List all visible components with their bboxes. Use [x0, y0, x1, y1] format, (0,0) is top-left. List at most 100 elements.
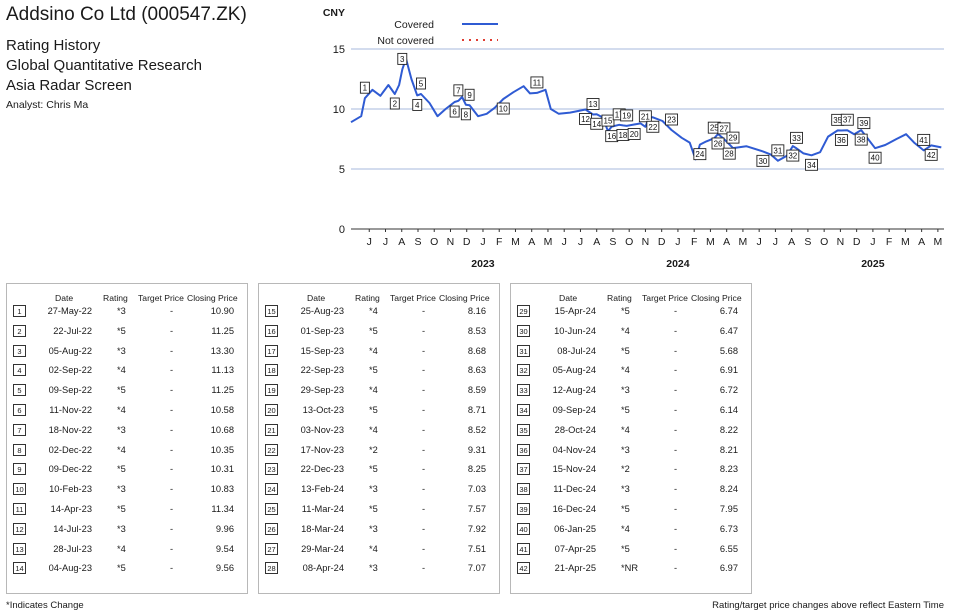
- row-marker-number: 41: [517, 542, 530, 555]
- row-rating: *5: [369, 365, 378, 376]
- row-target-price: -: [422, 345, 426, 356]
- row-target-price: -: [422, 444, 426, 455]
- rating-marker-box: [530, 76, 544, 89]
- table-row: 33 12-Aug-24 *3 - 6.72: [511, 382, 753, 402]
- row-date: 11-Nov-22: [49, 405, 92, 415]
- rating-marker-box: [464, 88, 475, 101]
- row-marker-number: 26: [265, 522, 278, 535]
- row-date: 06-Jan-25: [554, 523, 596, 534]
- row-marker-number: 11: [13, 503, 26, 515]
- row-target-price: -: [422, 365, 426, 376]
- row-date: 08-Jul-24: [557, 345, 596, 356]
- table-row: 40 06-Jan-25 *4 - 6.73: [511, 521, 753, 541]
- table-row: 11 14-Apr-23 *5 - 11.34: [7, 501, 249, 521]
- table-row: 32 05-Aug-24 *4 - 6.91: [511, 362, 753, 382]
- rating-marker-box: [857, 117, 871, 130]
- row-marker-number: 23: [265, 463, 278, 476]
- row-target-price: -: [170, 484, 174, 495]
- rating-marker-number: 13: [589, 100, 598, 109]
- x-month-label: N: [837, 236, 845, 248]
- x-month-label: D: [853, 236, 861, 248]
- row-closing-price: 8.53: [467, 325, 486, 336]
- row-marker-number: 5: [13, 384, 26, 397]
- x-month-label: M: [739, 236, 748, 248]
- row-rating: *3: [117, 306, 126, 316]
- y-tick-label-10: 10: [333, 104, 345, 116]
- row-date: 18-Mar-24: [301, 523, 344, 534]
- x-month-label: A: [528, 236, 535, 248]
- x-month-label: M: [544, 236, 553, 248]
- rating-marker-12: 12: [579, 113, 592, 125]
- rating-marker-8: 8: [460, 108, 471, 121]
- rating-marker-5: 5: [416, 77, 426, 90]
- row-rating: *3: [369, 484, 378, 495]
- row-date: 15-Nov-24: [552, 464, 596, 475]
- row-rating: *5: [621, 405, 630, 415]
- row-target-price: -: [422, 543, 426, 554]
- x-month-label: J: [578, 236, 583, 248]
- rating-marker-27: 27: [717, 122, 731, 135]
- x-month-label: O: [430, 236, 438, 248]
- row-target-price: -: [674, 405, 678, 415]
- row-date: 10-Feb-23: [49, 484, 92, 495]
- row-rating: *4: [621, 325, 630, 336]
- rating-marker-number: 35: [833, 116, 842, 125]
- row-date: 13-Oct-23: [302, 405, 344, 415]
- x-month-label: A: [788, 236, 795, 248]
- table-row: 19 29-Sep-23 *4 - 8.59: [259, 382, 501, 402]
- row-target-price: -: [170, 306, 174, 316]
- row-target-price: -: [674, 543, 678, 554]
- report-header: Addsino Co Ltd (000547.ZK) Rating Histor…: [6, 4, 306, 112]
- row-target-price: -: [422, 504, 426, 514]
- legend-covered-label: Covered: [394, 19, 434, 31]
- rating-marker-33: 33: [790, 131, 804, 144]
- row-date: 29-Mar-24: [301, 543, 344, 554]
- footnote-indicates-change: *Indicates Change: [6, 600, 84, 611]
- row-target-price: -: [674, 365, 678, 376]
- table-row: 21 03-Nov-23 *4 - 8.52: [259, 422, 501, 442]
- rating-marker-number: 37: [843, 116, 852, 125]
- row-closing-price: 11.25: [211, 385, 234, 396]
- table-row: 6 11-Nov-22 *4 - 10.58: [7, 402, 249, 422]
- row-marker-number: 20: [265, 404, 278, 416]
- row-closing-price: 11.13: [211, 365, 234, 376]
- rating-marker-box: [790, 131, 804, 144]
- row-closing-price: 8.23: [719, 464, 738, 475]
- price-line-covered: [350, 57, 942, 162]
- row-closing-price: 10.83: [210, 484, 234, 495]
- row-date: 29-Sep-23: [300, 385, 344, 396]
- rating-marker-number: 27: [719, 124, 728, 133]
- x-month-label: M: [511, 236, 520, 248]
- rating-marker-number: 30: [758, 157, 767, 166]
- rating-marker-box: [627, 128, 641, 140]
- table-row: 20 13-Oct-23 *5 - 8.71: [259, 402, 501, 422]
- rating-marker-number: 22: [648, 123, 657, 132]
- row-marker-number: 12: [13, 522, 26, 535]
- table-header-rating: Rating: [103, 293, 128, 303]
- row-date: 11-Mar-24: [301, 504, 344, 514]
- table-row: 39 16-Dec-24 *5 - 7.95: [511, 501, 753, 521]
- rating-marker-number: 29: [729, 134, 738, 143]
- rating-marker-box: [389, 97, 400, 110]
- rating-marker-30: 30: [756, 154, 770, 167]
- rating-marker-26: 26: [711, 137, 725, 150]
- row-closing-price: 9.54: [215, 543, 234, 554]
- rating-marker-number: 7: [456, 86, 461, 95]
- rating-marker-box: [805, 158, 818, 171]
- row-date: 09-Dec-22: [48, 464, 92, 475]
- row-closing-price: 8.16: [467, 306, 486, 316]
- row-date: 14-Apr-23: [50, 504, 92, 514]
- x-month-label: F: [886, 236, 892, 248]
- table-row: 13 28-Jul-23 *4 - 9.54: [7, 541, 249, 561]
- footnote-eastern-time: Rating/target price changes above reflec…: [712, 600, 944, 611]
- rating-marker-2: 2: [389, 97, 400, 110]
- legend-not-covered-label: Not covered: [377, 35, 434, 47]
- row-target-price: -: [170, 504, 174, 514]
- row-rating: *3: [117, 523, 126, 534]
- rating-marker-number: 24: [695, 150, 704, 159]
- rating-marker-7: 7: [453, 84, 464, 97]
- row-marker-number: 30: [517, 324, 530, 337]
- table-row: 41 07-Apr-25 *5 - 6.55: [511, 541, 753, 561]
- rating-marker-number: 32: [788, 152, 797, 161]
- row-marker-number: 22: [265, 443, 278, 456]
